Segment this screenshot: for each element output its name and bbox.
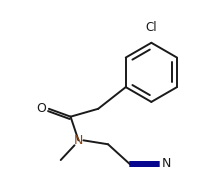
Text: O: O — [36, 102, 46, 115]
Text: Cl: Cl — [146, 21, 157, 34]
Text: N: N — [74, 134, 83, 147]
Text: N: N — [162, 158, 171, 170]
